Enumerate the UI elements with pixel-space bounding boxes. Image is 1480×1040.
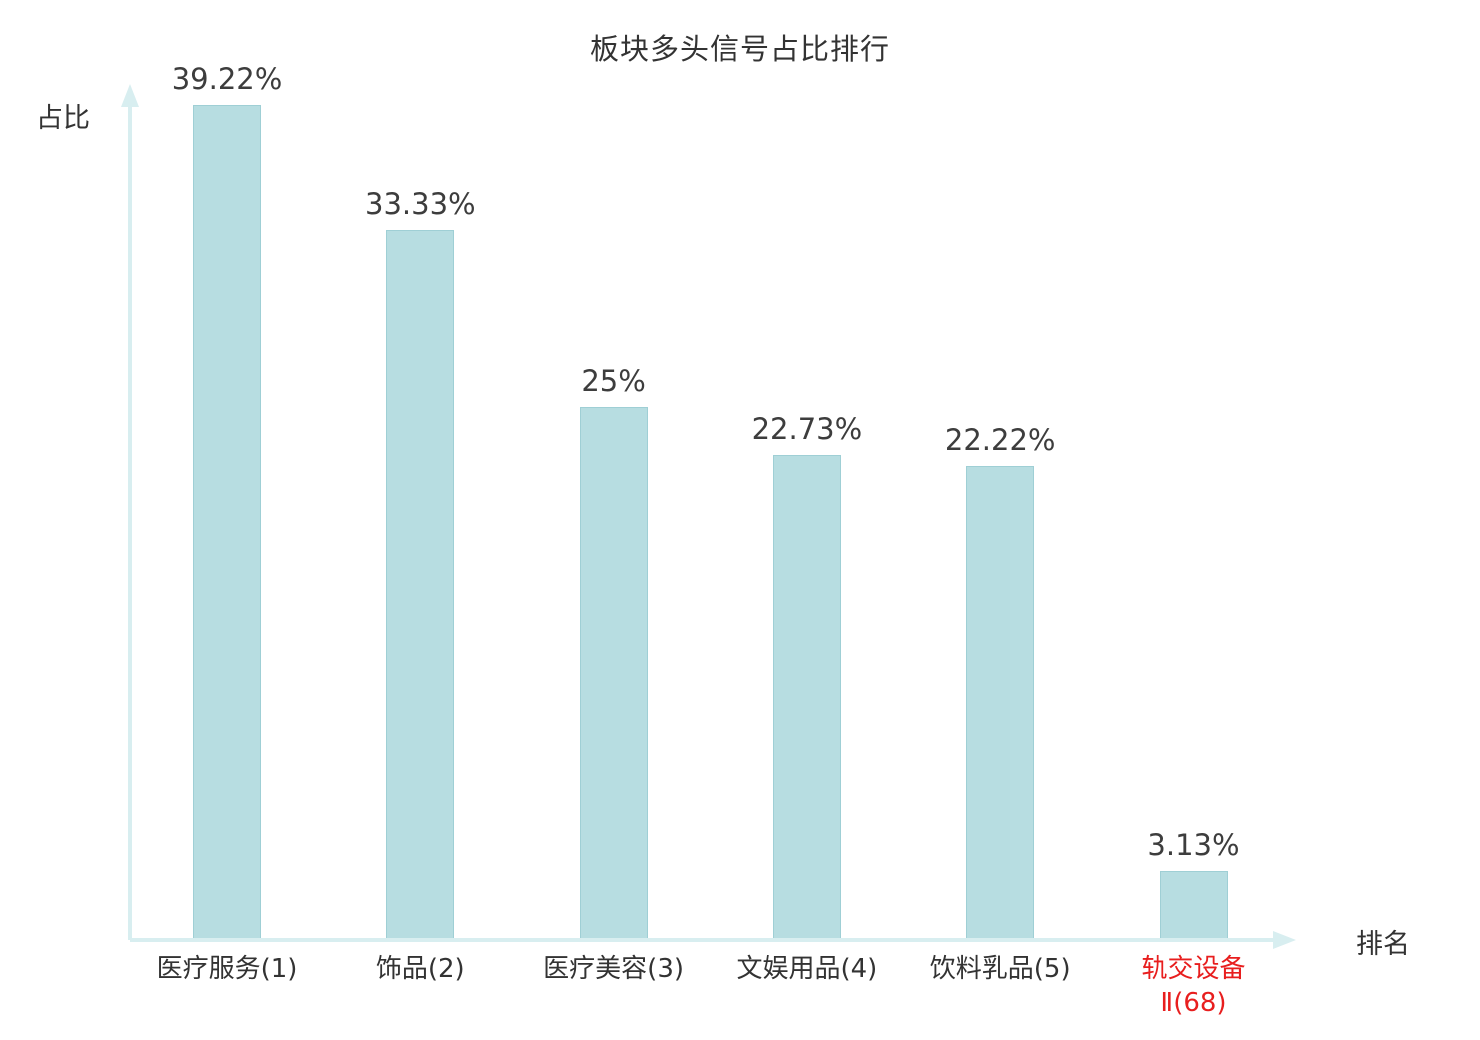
category-label-6: 轨交设备 Ⅱ(68) [1141,954,1246,1018]
category-label-4: 文娱用品(4) [736,954,878,984]
bar-2 [386,230,455,938]
x-axis-label: 排名 [1356,929,1410,960]
bar-5 [966,466,1035,938]
y-axis-label: 占比 [36,103,90,134]
bar-value-label-1: 39.22% [171,62,283,96]
bar-value-label-6: 3.13% [1147,828,1240,862]
category-label-3: 医疗美容(3) [543,954,685,984]
bar-4 [772,455,841,938]
category-label-1: 医疗服务(1) [156,954,298,984]
bar-value-label-3: 25% [581,364,646,398]
bar-value-label-5: 22.22% [944,423,1056,457]
bar-value-label-2: 33.33% [365,187,476,221]
bar-3 [579,407,648,938]
chart-title: 板块多头信号占比排行 [589,32,890,66]
category-label-5: 饮料乳品(5) [929,954,1071,984]
category-label-2: 饰品(2) [375,954,465,984]
bar-value-label-4: 22.73% [751,412,863,446]
bar-1 [193,105,261,938]
bar-6 [1159,871,1228,938]
